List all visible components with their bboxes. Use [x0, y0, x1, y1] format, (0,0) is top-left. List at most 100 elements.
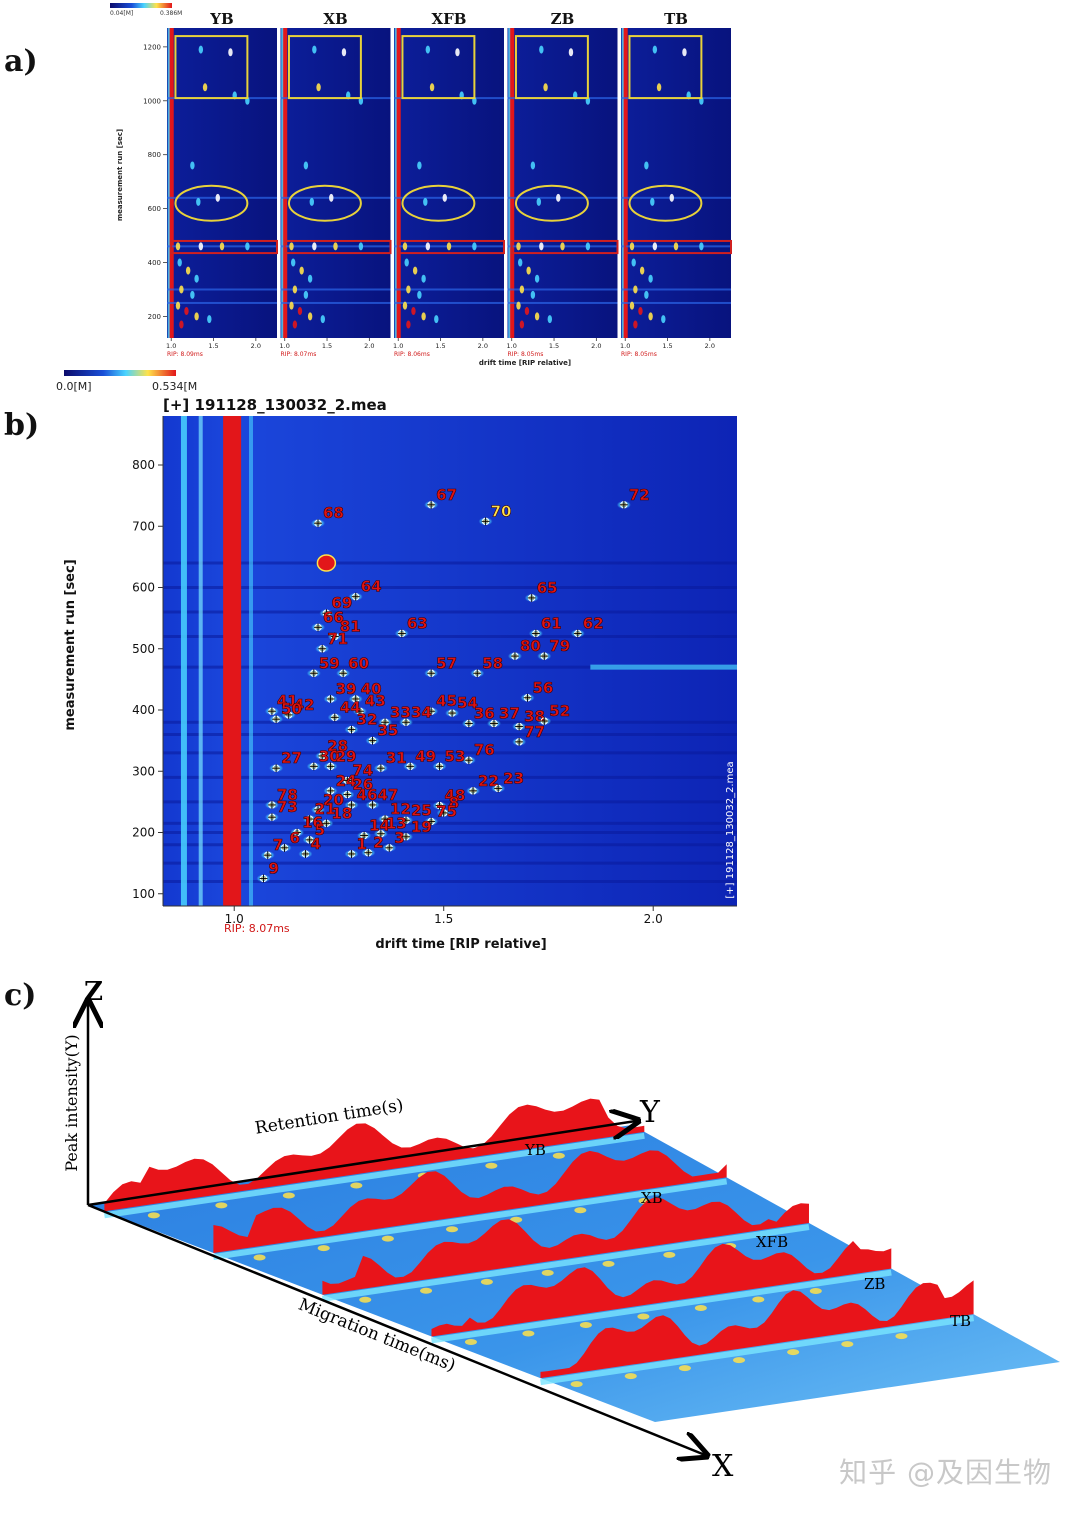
floor-spot [522, 1330, 535, 1337]
ridge-base-band [321, 1224, 810, 1302]
peak-marker-74: 74 [343, 761, 374, 785]
floor-spot [895, 1333, 908, 1340]
signal-spot [190, 290, 195, 299]
peak-label: 37 [499, 704, 520, 722]
panel-letter-b: b) [4, 408, 40, 443]
peak-marker-20: 20 [314, 791, 344, 814]
signal-spot [299, 266, 304, 275]
panel-b-ytick-label: 200 [132, 826, 155, 840]
peak-marker-34: 34 [402, 703, 432, 727]
x-axis-label: X [712, 1449, 734, 1484]
ridge-surface [213, 1150, 727, 1253]
signal-spot [629, 301, 635, 310]
rip-side-band [167, 28, 170, 338]
peak-label: 2 [373, 834, 383, 852]
peak-label: 6 [290, 829, 300, 847]
floor-spot [282, 1192, 295, 1199]
panel-a-ytick-label: 200 [148, 313, 161, 321]
peak-label: 24 [336, 772, 357, 790]
signal-streak [590, 664, 737, 670]
peak-marker-42: 42 [284, 696, 315, 719]
horizontal-band [163, 861, 737, 865]
ridge-base-band [431, 1269, 892, 1344]
panel-a-xtick-label: 2.0 [364, 342, 374, 350]
peak-label: 14 [369, 817, 390, 835]
highlight-rectangle [283, 239, 392, 255]
peak-marker-25: 25 [402, 801, 432, 825]
rip-side-band [281, 28, 284, 338]
horizontal-band [163, 610, 737, 614]
peak-marker-69: 69 [322, 594, 353, 618]
peak-marker-71: 71 [318, 629, 348, 653]
peak-label: 48 [445, 787, 466, 805]
subplot-background [280, 28, 391, 338]
signal-spot [639, 266, 645, 275]
peak-label: 57 [436, 654, 457, 672]
post-rip-band [248, 416, 253, 906]
peak-label: 68 [323, 504, 344, 522]
peak-label: 41 [277, 692, 298, 710]
peak-label: 21 [315, 800, 336, 818]
panel-a-xtick-label: 2.0 [591, 342, 601, 350]
peak-label: 47 [377, 786, 398, 804]
signal-spot [472, 242, 477, 251]
peak-label: 52 [549, 702, 570, 720]
peak-marker-49: 49 [406, 747, 436, 771]
peak-label: 78 [277, 786, 298, 804]
peak-marker-48: 48 [435, 786, 466, 810]
floor-spot [317, 1245, 330, 1252]
peak-label: 13 [386, 815, 407, 833]
peak-marker-68: 68 [314, 504, 344, 528]
peak-marker-16: 16 [293, 813, 323, 837]
panel-b-title: [+] 191128_130032_2.mea [163, 396, 387, 414]
series-label-tb: TB [950, 1312, 971, 1330]
horizontal-band [163, 800, 737, 804]
floor-spot [215, 1202, 228, 1209]
peak-marker-80: 80 [510, 637, 541, 661]
signal-spot [290, 258, 296, 267]
peak-marker-21: 21 [305, 800, 336, 824]
panel-a-subplot-yb: YB 1.0 1.5 2.0 RIP: 8.09ms [166, 10, 279, 358]
highlight-rectangle [514, 35, 589, 100]
signal-spot [194, 274, 199, 283]
floor-spot [841, 1341, 854, 1348]
peak-marker-37: 37 [489, 704, 520, 728]
signal-spot [423, 197, 428, 206]
signal-spot [425, 242, 431, 251]
signal-spot [289, 242, 294, 251]
floor-spot [485, 1162, 498, 1169]
signal-spot [185, 266, 191, 275]
horizontal-band [163, 561, 737, 565]
peak-marker-52: 52 [540, 702, 570, 726]
rip-side-band [394, 28, 397, 338]
highlight-rectangle [174, 35, 249, 100]
peak-label: 81 [340, 618, 361, 636]
signal-spot [421, 274, 426, 283]
peak-marker-72: 72 [619, 486, 650, 509]
horizontal-band [394, 301, 504, 304]
panel-a-rip-label: RIP: 8.05ms [508, 351, 544, 358]
peak-label: 5 [315, 821, 325, 839]
signal-spot [207, 315, 212, 324]
panel-b-xtick-label: 2.0 [644, 912, 663, 926]
peak-label: 62 [583, 614, 604, 632]
peak-label: 9 [269, 859, 279, 877]
signal-spot [568, 48, 574, 57]
panel-b-colorbar [64, 370, 176, 376]
panel-a-ytick-label: 600 [148, 205, 161, 213]
peak-label: 69 [331, 594, 352, 612]
ridge-xfb [321, 1197, 810, 1303]
peak-marker-63: 63 [397, 614, 428, 638]
floor-spot [541, 1269, 554, 1276]
peak-label: 42 [294, 696, 315, 714]
peak-label: 77 [524, 723, 545, 741]
horizontal-band [167, 301, 277, 304]
signal-spot [648, 312, 653, 321]
signal-spot [516, 301, 521, 310]
subplot-background [621, 28, 731, 338]
peak-marker-66: 66 [314, 608, 344, 632]
ridge-surface [104, 1098, 645, 1212]
horizontal-band [163, 831, 737, 834]
signal-spot [303, 290, 309, 299]
rip-band [509, 28, 515, 338]
